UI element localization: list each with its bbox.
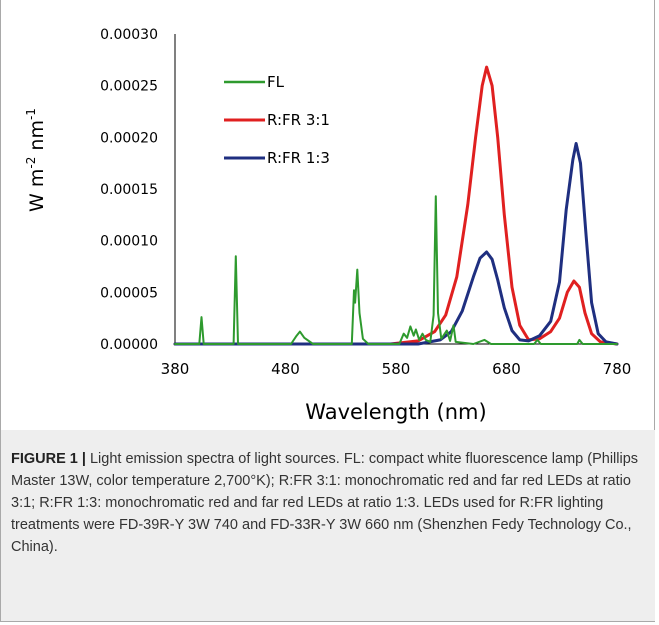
y-axis: 0.00000 0.00005 0.00010 0.00015 0.00020 0.000… [100,27,176,353]
figure-label: FIGURE 1 | [11,451,86,467]
series-line-fl [174,195,618,345]
x-tick-label: 380 [161,360,190,378]
y-tick-label: 0.00015 [100,182,158,198]
caption-text: Light emission spectra of light sources.… [11,451,639,555]
y-tick-label: 0.00030 [100,27,158,43]
series-line-r-fr-3-1 [173,65,619,346]
y-tick-label: 0.00005 [100,285,158,301]
caption-box [0,430,655,622]
y-tick-label: 0.00025 [100,79,158,95]
x-tick-label: 680 [492,360,521,378]
y-tick-label: 0.00010 [100,234,158,250]
series-line-r-fr-1-3 [173,142,619,346]
legend-label: FL [267,73,285,91]
y-axis-label: W m-2 nm-1 [24,108,48,212]
y-tick-label: 0.00020 [100,130,158,146]
x-axis: 380 480 580 680 780 [161,343,632,378]
x-tick-label: 580 [382,360,411,378]
x-tick-label: 780 [603,360,632,378]
x-tick-label: 480 [271,360,300,378]
legend: FL R:FR 3:1 R:FR 1:3 [224,73,330,167]
series-lines [173,65,619,346]
emission-spectra-chart: 0.00000 0.00005 0.00010 0.00015 0.00020 0.000… [24,27,632,424]
legend-label: R:FR 1:3 [267,149,330,167]
figure-caption: FIGURE 1 | Light emission spectra of lig… [11,448,647,558]
legend-label: R:FR 3:1 [267,111,330,129]
y-tick-label: 0.00000 [100,337,158,353]
x-axis-label: Wavelength (nm) [305,400,486,424]
